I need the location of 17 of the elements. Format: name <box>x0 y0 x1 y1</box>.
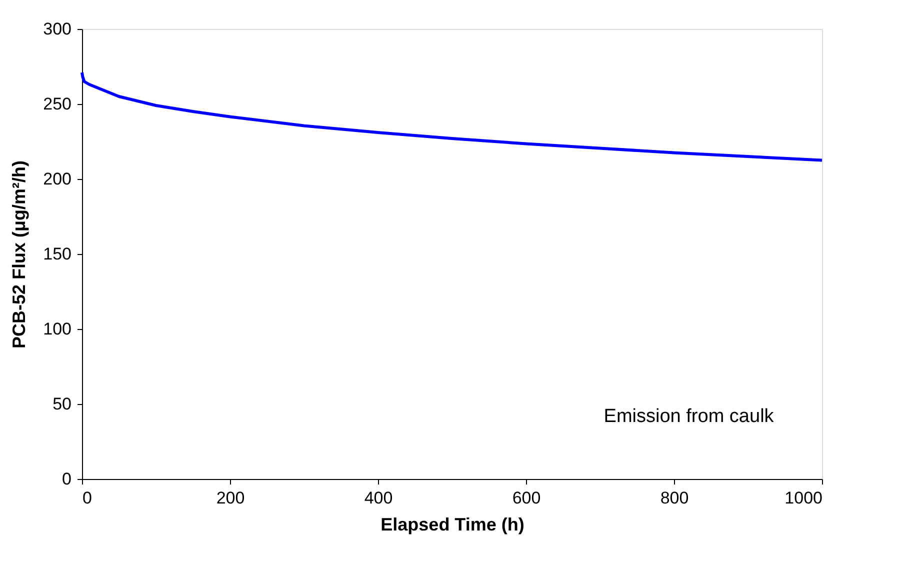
x-tick-label: 1000 <box>784 488 822 508</box>
y-tick-label: 250 <box>43 94 72 114</box>
x-axis-title: Elapsed Time (h) <box>380 514 524 534</box>
x-tick-label: 200 <box>216 488 245 508</box>
line-series <box>80 71 824 162</box>
x-tick-label: 0 <box>82 488 92 508</box>
x-tick-label: 600 <box>512 488 541 508</box>
y-tick-label: 150 <box>43 244 72 264</box>
y-tick-label: 100 <box>43 320 72 338</box>
y-axis-title: PCB-52 Flux (μg/m²/h) <box>9 160 30 349</box>
y-tick-label: 50 <box>52 394 72 414</box>
y-tick-label: 200 <box>43 170 72 188</box>
y-tick-label: 0 <box>62 470 72 488</box>
y-tick-label: 300 <box>43 20 72 38</box>
x-tick-label: 800 <box>660 488 689 508</box>
x-tick-label: 400 <box>364 488 393 508</box>
annotation: Emission from caulk <box>604 406 774 427</box>
